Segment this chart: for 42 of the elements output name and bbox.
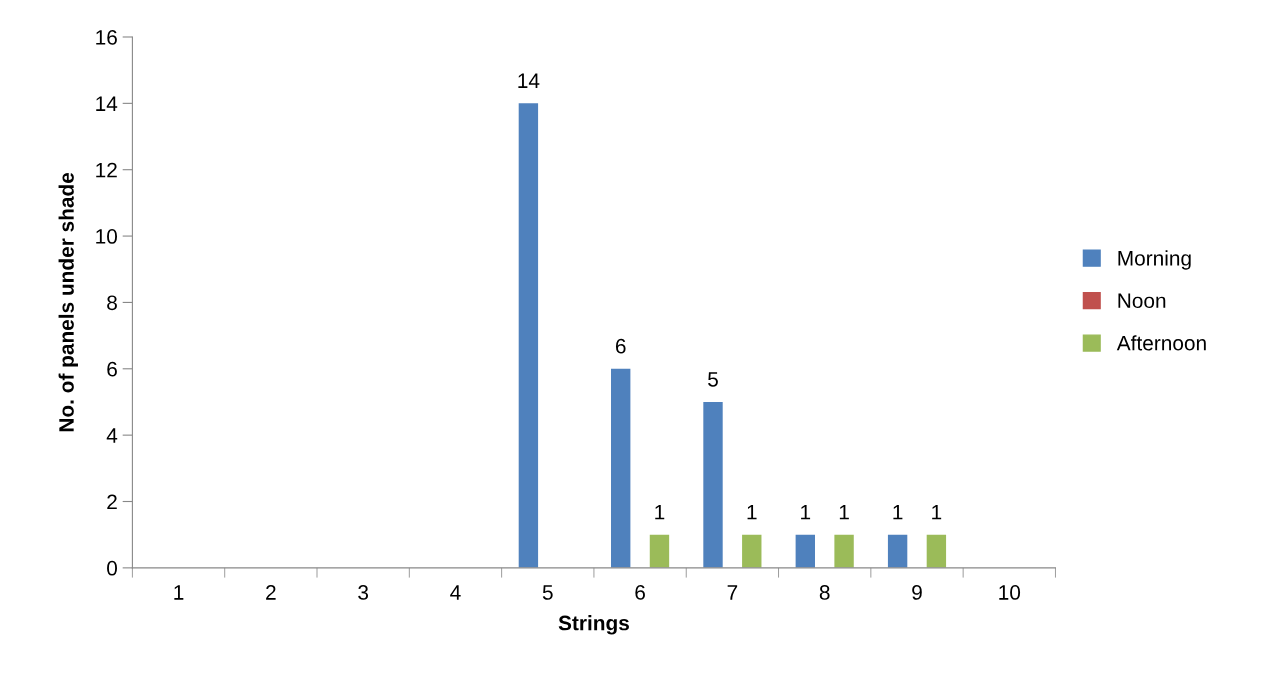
x-tick-label: 9 bbox=[912, 585, 922, 600]
y-tick-label: 2 bbox=[107, 494, 117, 510]
y-tick-label: 0 bbox=[107, 560, 118, 576]
data-label: 1 bbox=[839, 504, 849, 520]
x-tick-label: 1 bbox=[174, 585, 184, 600]
x-tick-label: 2 bbox=[266, 585, 276, 600]
data-label: 5 bbox=[708, 372, 718, 387]
bar bbox=[926, 534, 947, 568]
legend-label: Afternoon bbox=[1116, 335, 1206, 351]
x-axis-title: Strings bbox=[558, 615, 629, 635]
y-tick-label: 6 bbox=[107, 361, 117, 377]
bar bbox=[887, 534, 908, 568]
x-tick-label: 10 bbox=[999, 585, 1021, 600]
bar bbox=[703, 401, 723, 568]
bar bbox=[649, 534, 670, 568]
x-tick-label: 8 bbox=[819, 585, 830, 600]
data-label: 1 bbox=[655, 504, 665, 520]
y-tick-label: 8 bbox=[107, 295, 117, 311]
y-tick-label: 12 bbox=[96, 162, 117, 178]
bar bbox=[834, 534, 854, 568]
legend-label: Noon bbox=[1118, 293, 1166, 309]
legend-label: Morning bbox=[1118, 250, 1191, 270]
y-tick-label: 4 bbox=[106, 428, 118, 443]
x-tick-label: 3 bbox=[358, 585, 369, 600]
bar bbox=[742, 534, 762, 568]
x-tick-label: 4 bbox=[450, 585, 461, 600]
data-label: 1 bbox=[893, 504, 903, 520]
data-label: 1 bbox=[747, 504, 757, 520]
data-label: 14 bbox=[518, 73, 540, 88]
data-label: 1 bbox=[801, 504, 811, 520]
data-label: 6 bbox=[615, 338, 626, 354]
y-axis-title: No. of panels under shade bbox=[58, 172, 78, 432]
x-tick-label: 7 bbox=[727, 585, 738, 600]
x-tick-label: 5 bbox=[542, 585, 553, 600]
bar bbox=[518, 103, 539, 568]
y-tick-label: 16 bbox=[96, 29, 117, 45]
data-label: 1 bbox=[932, 504, 942, 520]
bar bbox=[795, 534, 815, 568]
bar bbox=[611, 368, 631, 568]
y-tick-label: 10 bbox=[96, 229, 118, 244]
y-tick-label: 14 bbox=[96, 96, 118, 111]
x-tick-label: 6 bbox=[635, 585, 645, 600]
